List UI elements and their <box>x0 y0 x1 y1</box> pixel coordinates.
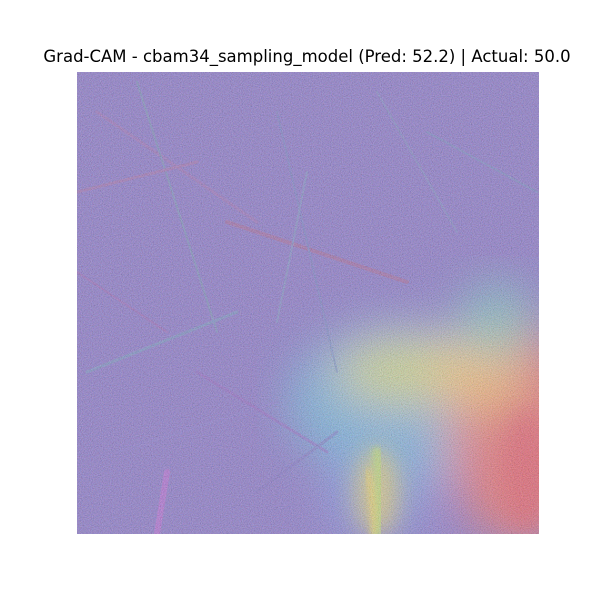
figure-title: Grad-CAM - cbam34_sampling_model (Pred: … <box>43 47 571 66</box>
gradcam-heatmap-image <box>77 72 539 534</box>
gradcam-overlay <box>77 72 539 534</box>
